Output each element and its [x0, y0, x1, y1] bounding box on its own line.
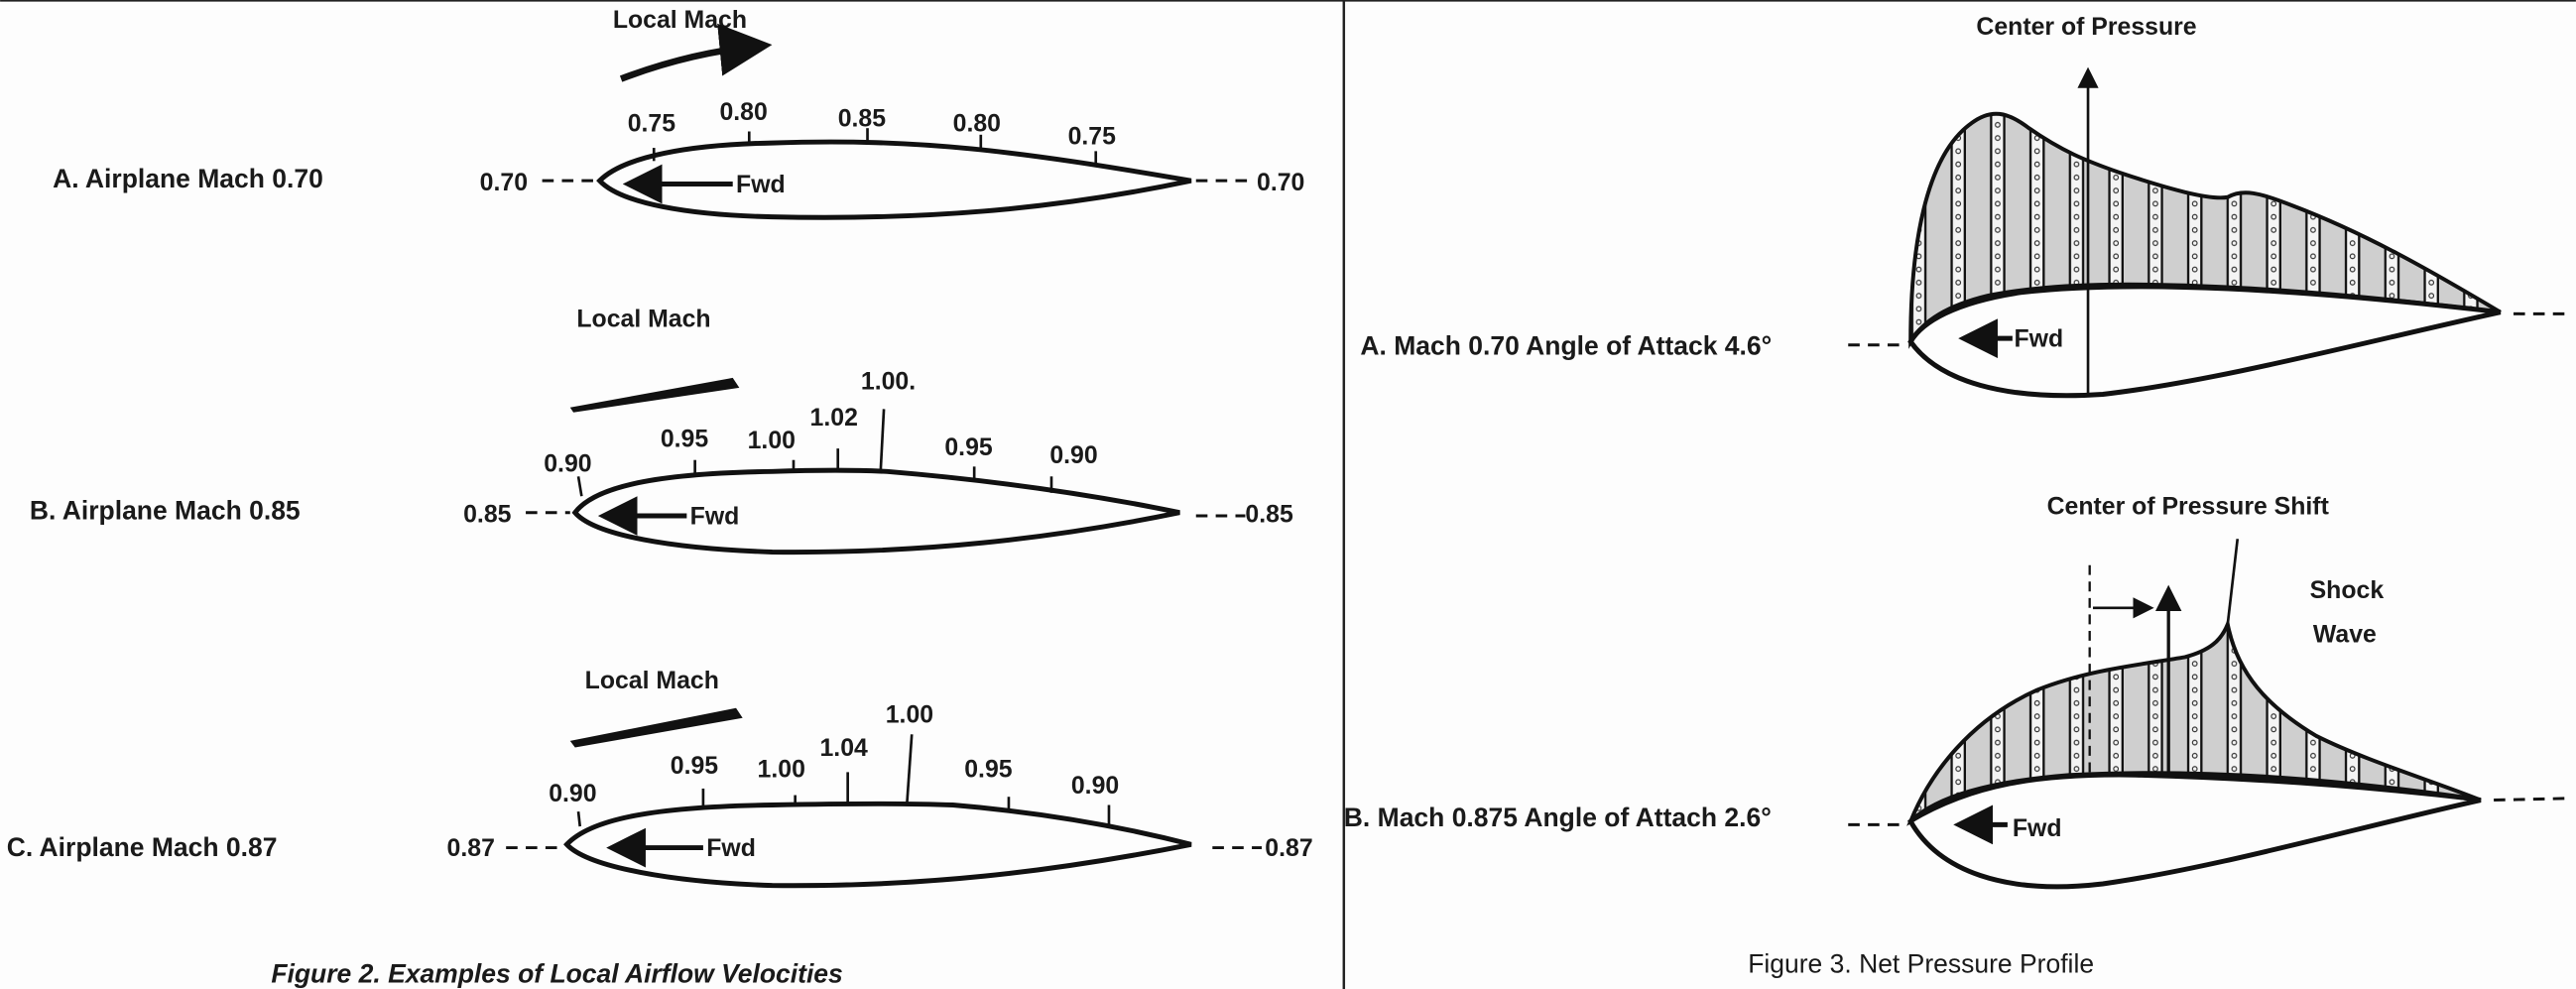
panel-label: B. Airplane Mach 0.85 — [30, 495, 301, 525]
fwd-label: Fwd — [736, 172, 786, 198]
local-mach-label: Local Mach — [613, 7, 747, 34]
local-mach-label: Local Mach — [576, 307, 710, 333]
freestream-right: 0.70 — [1257, 170, 1304, 196]
fig2-panel-c: C. Airplane Mach 0.87 Local Mach 0.87 0.… — [7, 668, 1313, 889]
shock-wave-label: Shock — [2310, 577, 2385, 604]
tick-marks — [576, 409, 1053, 497]
tick-marks — [652, 128, 1098, 167]
local-mach-label: Local Mach — [585, 668, 719, 694]
local-mach-value: 1.00 — [758, 756, 805, 783]
fig2-panel-b: B. Airplane Mach 0.85 Local Mach 0.85 0.… — [30, 307, 1293, 556]
freestream-left: 0.70 — [480, 170, 528, 196]
tick-marks — [576, 734, 1111, 827]
fwd-label: Fwd — [2015, 325, 2064, 352]
figure2-caption: Figure 2. Examples of Local Airflow Velo… — [271, 958, 842, 988]
local-mach-value: 0.80 — [719, 99, 767, 126]
local-mach-arrow — [619, 23, 773, 82]
fwd-label: Fwd — [2013, 815, 2062, 842]
local-mach-arrow — [569, 377, 740, 413]
local-mach-value: 0.75 — [1068, 124, 1117, 151]
local-mach-value: 0.90 — [1049, 442, 1097, 469]
shock-wave-line — [2226, 539, 2240, 625]
local-mach-value: 0.95 — [944, 434, 993, 461]
local-mach-value: 0.90 — [544, 450, 591, 477]
figure3-caption: Figure 3. Net Pressure Profile — [1748, 948, 2094, 978]
net-pressure-profile — [1908, 111, 2502, 349]
local-mach-value: 0.95 — [964, 756, 1013, 783]
panel-label: B. Mach 0.875 Angle of Attach 2.6° — [1344, 803, 1772, 832]
freestream-right: 0.87 — [1265, 835, 1312, 862]
center-of-pressure-label: Center of Pressure — [1976, 14, 2196, 41]
net-pressure-profile — [1906, 617, 2482, 826]
airfoil — [1907, 771, 2482, 890]
local-mach-value: 0.95 — [661, 426, 709, 452]
local-mach-value: 1.02 — [810, 405, 858, 432]
airfoil — [1907, 284, 2502, 399]
fwd-label: Fwd — [690, 503, 740, 530]
local-mach-value: 1.00. — [861, 369, 916, 396]
local-mach-value: 0.95 — [671, 753, 719, 780]
airfoil — [596, 139, 1192, 220]
freestream-right: 0.85 — [1245, 502, 1293, 529]
center-of-pressure-shift-label: Center of Pressure Shift — [2047, 493, 2329, 520]
fig2-panel-a: A. Airplane Mach 0.70 Local Mach 0.70 0.… — [53, 7, 1304, 220]
fig3-panel-a: A. Mach 0.70 Angle of Attack 4.6° Center… — [1360, 14, 2573, 399]
local-mach-value: 0.80 — [953, 110, 1001, 137]
panel-label: A. Mach 0.70 Angle of Attack 4.6° — [1360, 331, 1772, 361]
airfoil — [571, 467, 1180, 556]
fwd-label: Fwd — [706, 835, 756, 862]
fig3-panel-b: B. Mach 0.875 Angle of Attach 2.6° Cente… — [1344, 493, 2567, 890]
panel-label: C. Airplane Mach 0.87 — [7, 832, 278, 862]
dash-right — [2494, 797, 2567, 803]
local-mach-value: 0.85 — [838, 106, 887, 133]
airfoil — [563, 801, 1192, 889]
freestream-left: 0.87 — [447, 835, 495, 862]
panel-label: A. Airplane Mach 0.70 — [53, 164, 323, 193]
local-mach-value: 0.75 — [628, 110, 676, 137]
local-mach-value: 1.00 — [748, 428, 796, 454]
local-mach-value: 0.90 — [549, 781, 596, 807]
local-mach-value: 1.00 — [886, 702, 933, 729]
local-mach-arrow — [569, 707, 743, 748]
local-mach-value: 1.04 — [819, 735, 868, 762]
local-mach-value: 0.90 — [1071, 773, 1119, 800]
shock-wave-label: Wave — [2313, 622, 2377, 649]
freestream-left: 0.85 — [463, 502, 512, 529]
